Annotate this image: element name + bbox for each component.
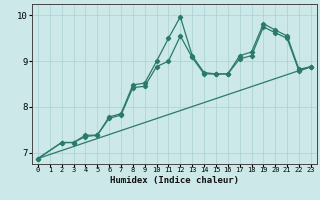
X-axis label: Humidex (Indice chaleur): Humidex (Indice chaleur) [110,176,239,185]
